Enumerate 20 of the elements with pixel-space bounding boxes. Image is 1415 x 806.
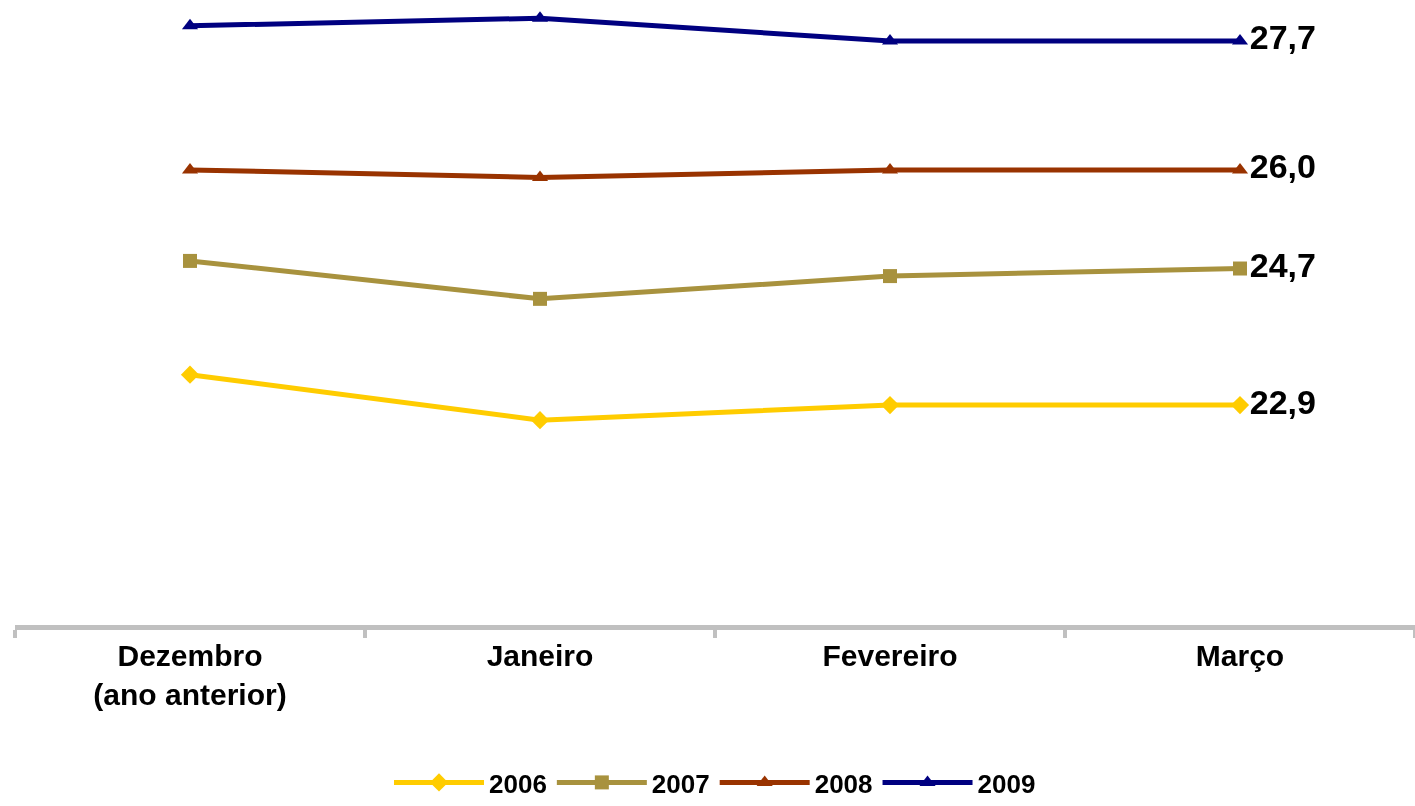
legend-label: 2008	[814, 768, 873, 799]
x-tick-label: Dezembro (ano anterior)	[93, 639, 287, 711]
legend-label: 2006	[489, 768, 547, 799]
data-label: 27,7	[1249, 18, 1316, 57]
legend-label: 2009	[977, 768, 1036, 799]
x-tick-label: Março	[1195, 639, 1285, 672]
data-label: 26,0	[1249, 147, 1316, 186]
point	[1230, 395, 1250, 415]
point	[180, 365, 200, 384]
point	[1233, 261, 1247, 276]
legend-label: 2007	[651, 768, 710, 799]
point	[883, 269, 897, 284]
data-label: 22,9	[1249, 382, 1316, 421]
x-tick-label: Fevereiro	[822, 639, 958, 672]
point	[183, 253, 197, 268]
x-tick-label: Janeiro	[486, 639, 594, 672]
data-label: 24,7	[1249, 246, 1316, 285]
point	[880, 395, 900, 415]
point	[530, 411, 550, 430]
point	[533, 291, 547, 306]
